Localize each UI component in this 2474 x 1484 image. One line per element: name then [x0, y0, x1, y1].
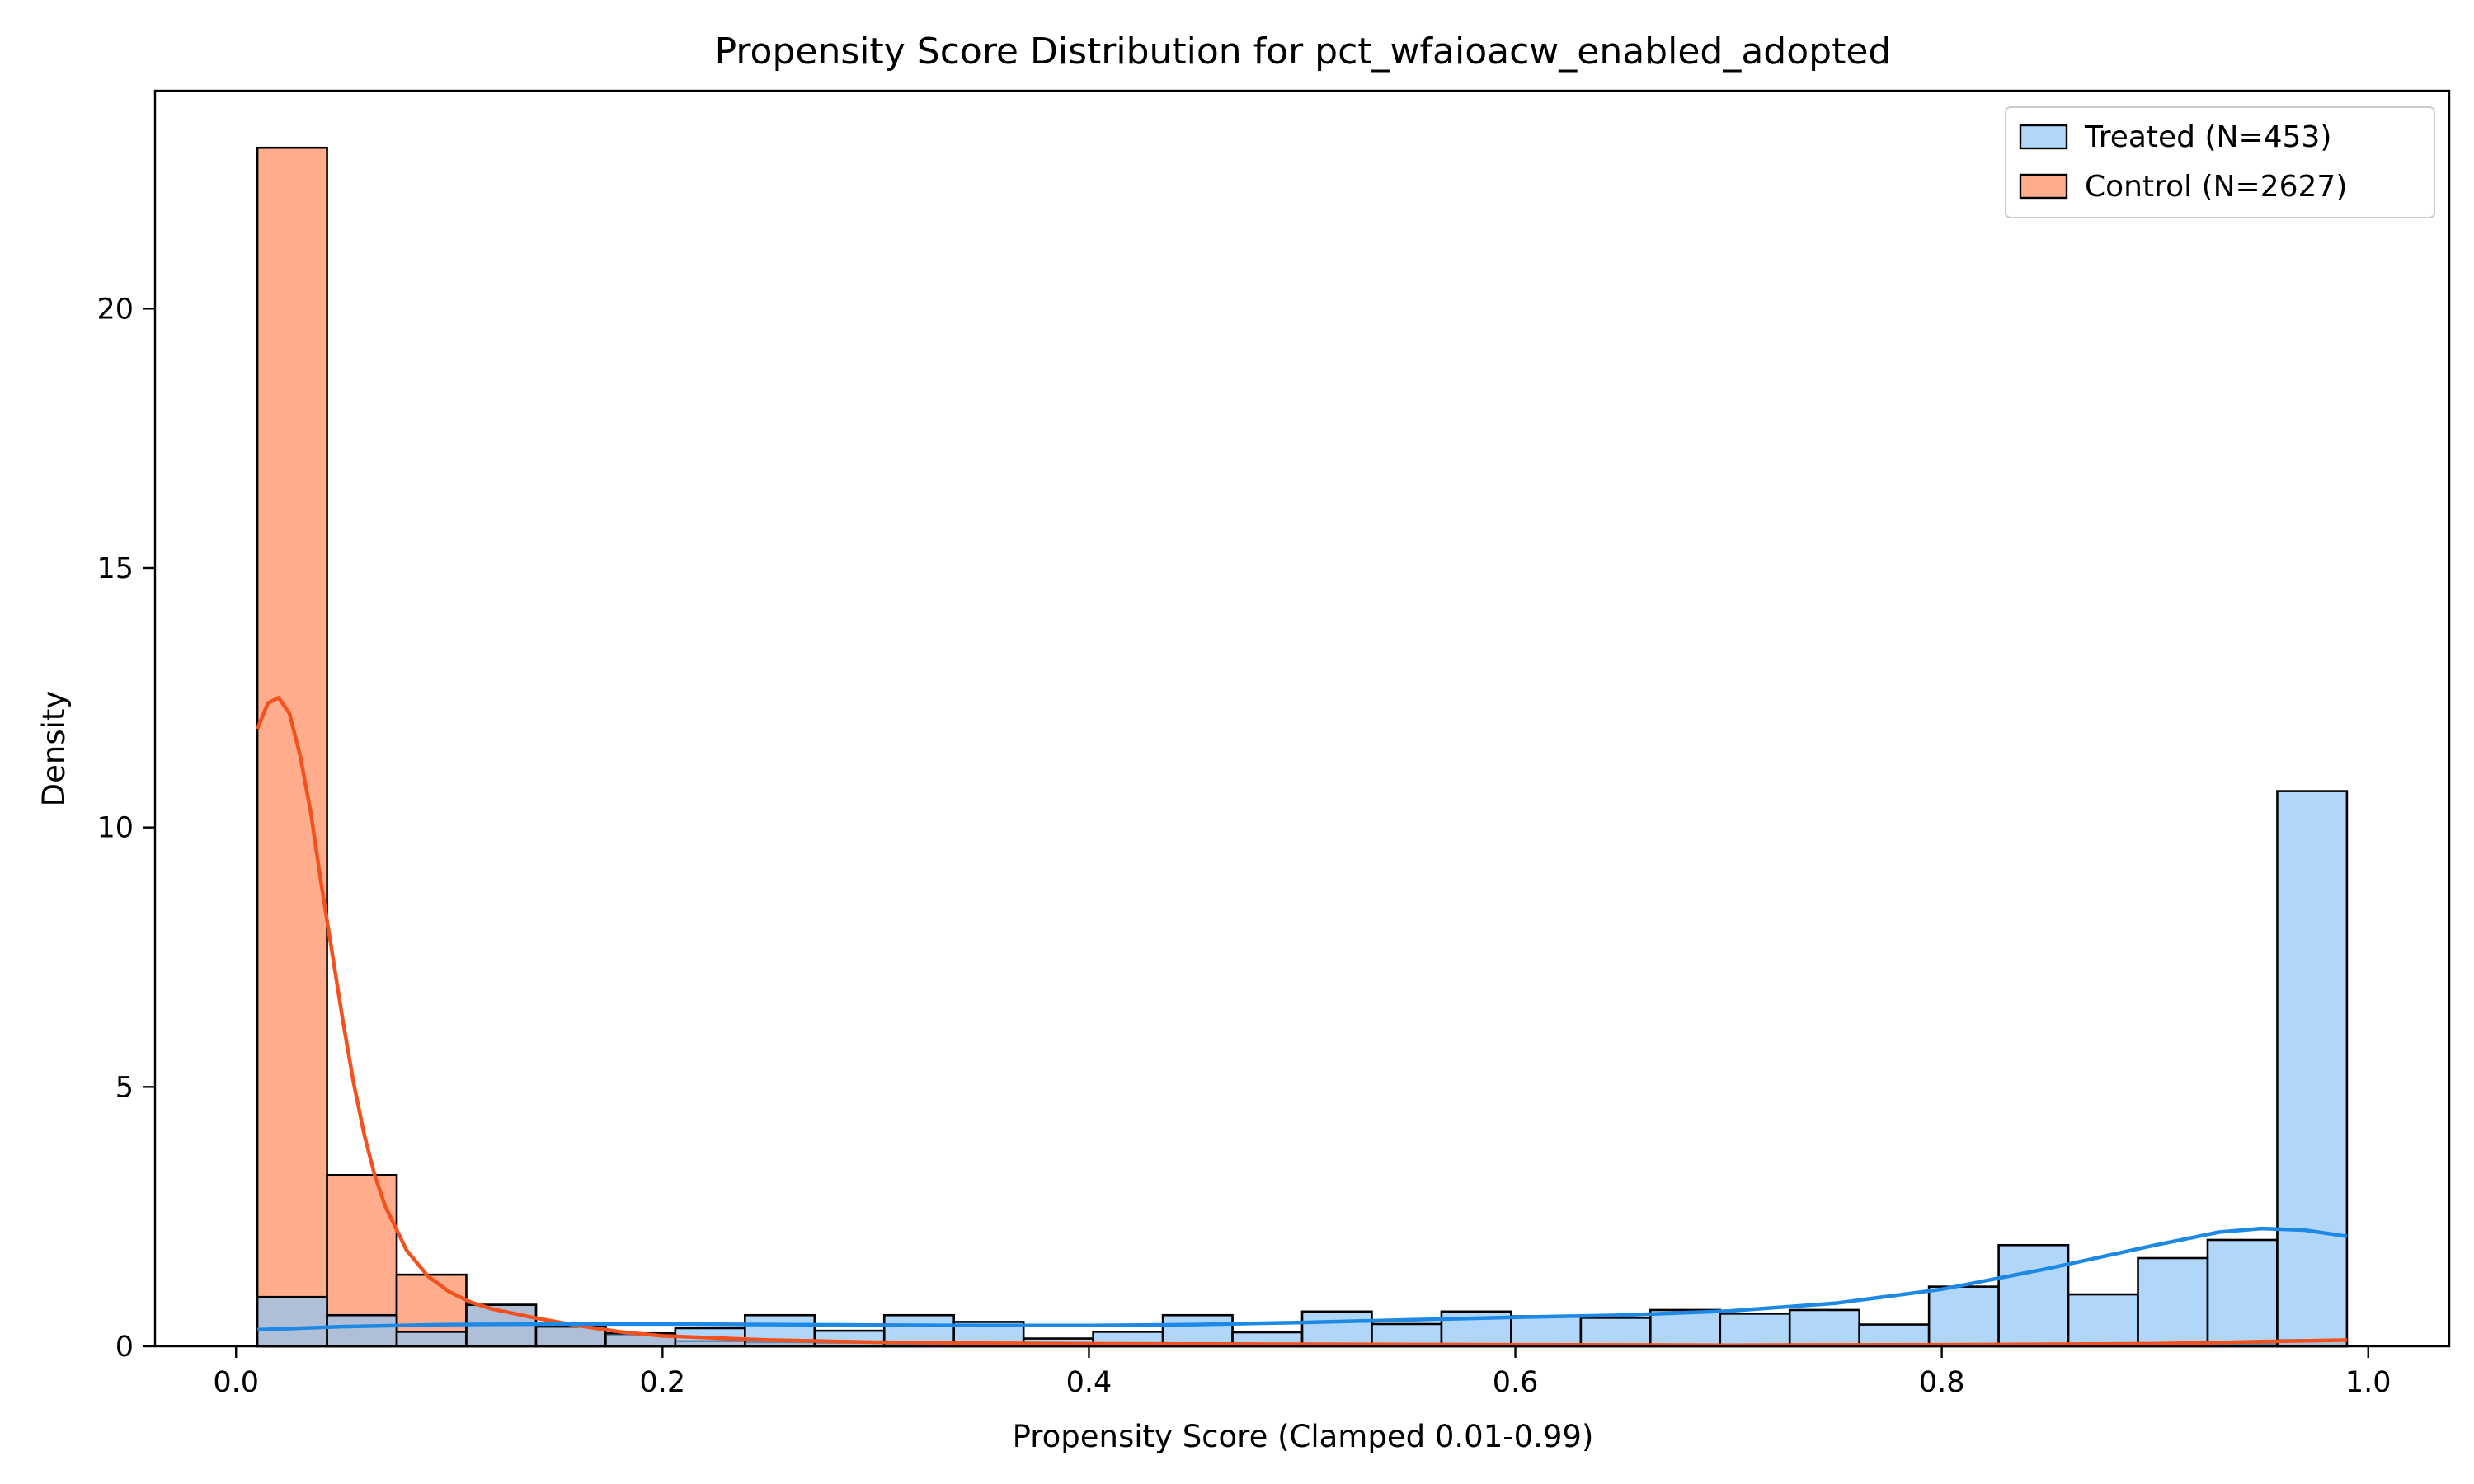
- treated-bar: [1927, 1285, 2000, 1348]
- legend-swatch-treated: [2019, 124, 2068, 150]
- treated-bar: [2276, 790, 2349, 1348]
- treated-bar: [1579, 1317, 1652, 1348]
- treated-bar: [395, 1331, 468, 1348]
- treated-bar: [1858, 1323, 1931, 1348]
- plot-frame: [153, 89, 2451, 1348]
- treated-bar: [1719, 1313, 1791, 1348]
- y-axis-label: Density: [36, 691, 72, 807]
- control-kde-line: [256, 696, 2347, 1347]
- treated-bar: [1300, 1310, 1373, 1348]
- chart-title: Propensity Score Distribution for pct_wf…: [715, 31, 1892, 73]
- legend-label-control: Control (N=2627): [2085, 170, 2347, 204]
- treated-bar: [2067, 1293, 2139, 1348]
- y-tick-label: 10: [96, 812, 134, 845]
- y-tick-label: 15: [96, 552, 134, 585]
- x-tick-label: 0.6: [1493, 1366, 1539, 1399]
- treated-kde-line: [257, 1226, 2348, 1332]
- treated-bar: [2137, 1256, 2209, 1348]
- treated-bar: [326, 1313, 398, 1348]
- plot-area: 0.0 0.2 0.4 0.6 0.8 1.0 0 5 10 15 20: [96, 89, 2451, 1399]
- treated-bar: [2206, 1238, 2279, 1348]
- legend: Treated (N=453) Control (N=2627): [2005, 106, 2435, 218]
- x-tick-label: 1.0: [2345, 1366, 2392, 1399]
- treated-bar: [1161, 1313, 1234, 1348]
- treated-bar: [1510, 1315, 1583, 1348]
- control-bar: [256, 146, 328, 1348]
- x-axis-label: Propensity Score (Clamped 0.01-0.99): [1013, 1419, 1594, 1454]
- x-tick-label: 0.4: [1066, 1366, 1112, 1399]
- treated-bar: [256, 1295, 328, 1348]
- treated-bar: [1997, 1243, 2070, 1348]
- legend-label-treated: Treated (N=453): [2084, 120, 2331, 154]
- treated-bar: [1788, 1308, 1860, 1348]
- x-tick-label: 0.8: [1919, 1366, 1965, 1399]
- x-tick-label: 0.0: [213, 1366, 259, 1399]
- x-tick-label: 0.2: [640, 1366, 686, 1399]
- y-tick-label: 0: [115, 1331, 134, 1364]
- legend-swatch-control: [2019, 173, 2068, 200]
- treated-bar: [1649, 1308, 1722, 1348]
- y-tick-label: 20: [96, 293, 134, 326]
- legend-box: [2005, 106, 2435, 218]
- y-tick-label: 5: [115, 1071, 134, 1104]
- treated-bars: [256, 790, 2349, 1348]
